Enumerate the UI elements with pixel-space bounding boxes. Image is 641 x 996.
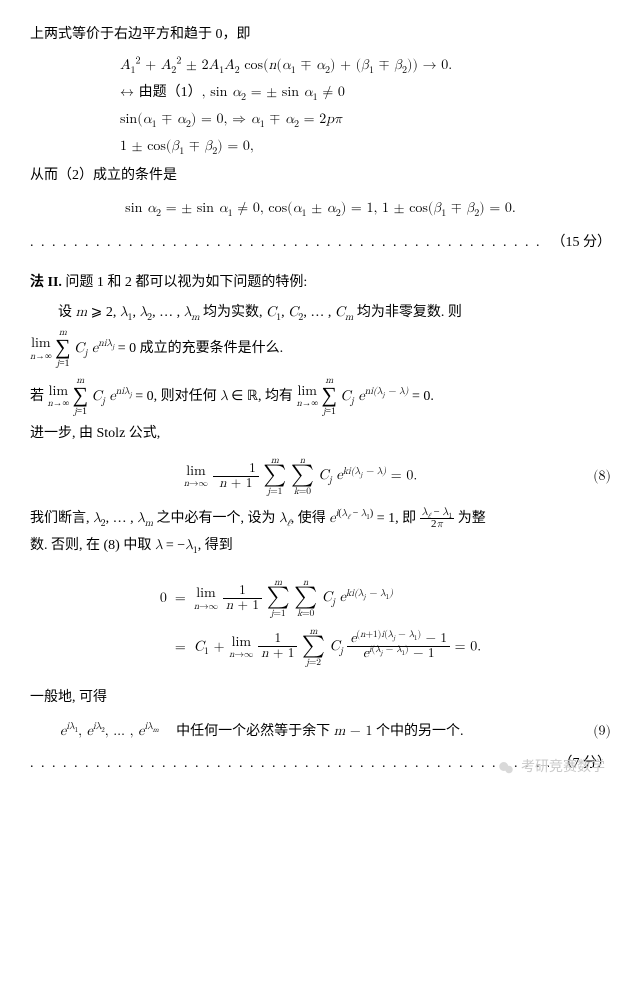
eq9d: 个中的另一个. — [372, 724, 463, 739]
method-2-label: 法 II. — [30, 275, 62, 290]
equation-block-1: A12 + A22 ± 2A1A2 cos(n(α1 ∓ α2) + (β1 ∓… — [120, 54, 611, 157]
eq9b: 中任何一个必然等于余下 — [173, 724, 334, 739]
m2p1d: 均为非零复数. 则 — [353, 305, 462, 320]
lim-2: limn→∞ — [48, 384, 70, 410]
method-2-para-2: 若 limn→∞ m∑j=1 Cj eniλj = 0, 则对任何 λ ∈ ℝ,… — [30, 376, 611, 418]
ac: 之中必有一个, 设为 — [153, 511, 279, 526]
m2p3b: 公式, — [125, 426, 160, 441]
eq-4: 1 ± cos(β1 ∓ β2) = 0, — [120, 135, 611, 157]
watermark-text: 考研竞赛数学 — [521, 757, 605, 779]
lim-3: limn→∞ — [296, 384, 318, 410]
m2p1b: 均为实数, — [200, 305, 267, 320]
lim-1: limn→∞ — [30, 336, 52, 362]
method-2-para-1: 设 m ⩾ 2, λ1, λ2, … , λm 均为实数, C1, C2, … … — [30, 301, 611, 324]
wechat-icon — [497, 759, 515, 777]
ae: , 使得 — [291, 511, 330, 526]
eq-3: sin(α1 ∓ α2) = 0, ⇒ α1 ∓ α2 = 2pπ — [120, 108, 611, 130]
method-2-heading: 法 II. 问题 1 和 2 都可以视为如下问题的特例: — [30, 272, 611, 294]
sum-3: m∑j=1 — [322, 376, 337, 418]
equation-9: eiλ1, eiλ2, … , eiλm 中任何一个必然等于余下 m − 1 个… — [30, 720, 611, 743]
assertion-frac: λℓ − λ12π — [420, 507, 455, 531]
stolz-name: Stolz — [97, 426, 126, 441]
dots-1: . . . . . . . . . . . . . . . . . . . . … — [30, 232, 542, 254]
sum-2: m∑j=1 — [73, 376, 88, 418]
general-text: 一般地, 可得 — [30, 687, 611, 709]
condition-text: 从而（2）成立的条件是 — [30, 165, 611, 187]
page: 上两式等价于右边平方和趋于 0，即 A12 + A22 ± 2A1A2 cos(… — [0, 0, 641, 811]
m2p1a: 设 — [58, 305, 76, 320]
score-15: （15 分） — [542, 232, 612, 254]
m2p3: 进一步, 由 — [30, 426, 97, 441]
eq-8-number: (8) — [571, 465, 611, 487]
method-2-para-3: 进一步, 由 Stolz 公式, — [30, 423, 611, 445]
m2p2d: . — [430, 389, 434, 404]
assertion-para-2: 数. 否则, 在 (8) 中取 λ = −λ1, 得到 — [30, 534, 611, 557]
assertion-para: 我们断言, λ2, … , λm 之中必有一个, 设为 λℓ, 使得 ei(λℓ… — [30, 507, 611, 531]
watermark: 考研竞赛数学 — [497, 757, 605, 779]
m2p2c: , 均有 — [258, 389, 297, 404]
equation-8: limn→∞ 1n + 1 m∑j=1 n∑k=0 Cj eki(λj − λ)… — [30, 456, 611, 497]
ai: 数. 否则, 在 (8) 中取 — [30, 538, 155, 553]
method-2-para-1b: limn→∞ m∑j=1 Cj eniλj = 0 成立的充要条件是什么. — [30, 328, 611, 370]
sum-1: m∑j=1 — [55, 328, 70, 370]
dotted-separator-2: . . . . . . . . . . . . . . . . . . . . … — [30, 753, 611, 775]
ag: , 即 — [395, 511, 420, 526]
condition-equation: sin α2 = ± sin α1 ≠ 0, cos(α1 ± α2) = 1,… — [30, 197, 611, 219]
m2p2b: , 则对任何 — [154, 389, 221, 404]
m2p2a: 若 — [30, 389, 48, 404]
intro-text: 上两式等价于右边平方和趋于 0，即 — [30, 24, 611, 46]
aligned-equations: 0 = limn→∞ 1n + 1 m∑j=1 n∑k=0 Cj eki(λj … — [30, 564, 611, 681]
eq-1: A12 + A22 ± 2A1A2 cos(n(α1 ∓ α2) + (β1 ∓… — [120, 54, 611, 76]
eq-2: ↔ 由题（1）, sin α2 = ± sin α1 ≠ 0 — [120, 81, 611, 104]
eq-9-number: (9) — [571, 720, 611, 742]
ah: 为整 — [458, 511, 486, 526]
method-2-rest: 问题 1 和 2 都可以视为如下问题的特例: — [62, 275, 307, 290]
ak: , 得到 — [198, 538, 233, 553]
dots-2: . . . . . . . . . . . . . . . . . . . . … — [30, 753, 549, 775]
dotted-separator-1: . . . . . . . . . . . . . . . . . . . . … — [30, 232, 611, 254]
aa: 我们断言, — [30, 511, 93, 526]
m2p1e: 成立的充要条件是什么. — [136, 341, 283, 356]
